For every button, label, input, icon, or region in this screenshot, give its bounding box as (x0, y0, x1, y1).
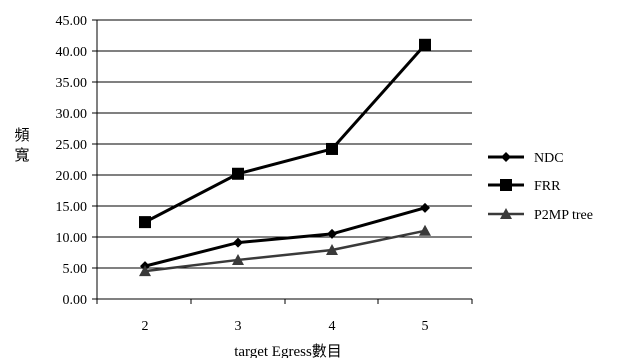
y-axis-ticks: 0.00 5.00 10.00 15.00 20.00 25.00 30.00 35.00 40… (56, 14, 97, 308)
data-point-p2mp-tree (419, 224, 431, 236)
data-point-ndc (327, 228, 337, 239)
x-tick-label: 5 (422, 319, 429, 334)
x-axis-ticks: 2 3 4 5 (96, 299, 473, 334)
data-point-p2mp-tree (139, 265, 151, 277)
y-tick-label: 30.00 (56, 107, 88, 122)
data-point-frr (139, 216, 151, 229)
y-tick-label: 25.00 (56, 138, 88, 153)
series-line-ndc (144, 206, 426, 268)
legend-item-p2mp-tree: P2MP tree (488, 208, 593, 223)
y-tick-label: 20.00 (56, 169, 88, 184)
legend-item-ndc: NDC (488, 151, 564, 166)
y-axis-title-char: 寬 (14, 146, 29, 164)
y-tick-label: 35.00 (56, 76, 88, 91)
x-tick-label: 3 (235, 319, 242, 334)
data-point-ndc (420, 202, 430, 213)
data-point-frr (232, 167, 244, 180)
legend-label-frr: FRR (534, 179, 561, 194)
y-axis-title: 頻寬 (14, 127, 29, 164)
x-axis-title: target Egress數目 (234, 343, 342, 358)
legend-item-frr: FRR (488, 179, 561, 194)
y-tick-label: 40.00 (56, 45, 88, 60)
series-frr (139, 38, 431, 229)
gridlines (97, 19, 472, 269)
legend: NDC FRR P2MP tree (488, 151, 593, 223)
x-tick-label: 2 (142, 319, 149, 334)
legend-marker (500, 179, 512, 191)
data-point-p2mp-tree (232, 253, 244, 265)
data-point-p2mp-tree (326, 244, 338, 256)
series-group (139, 38, 431, 277)
y-tick-label: 45.00 (56, 14, 88, 29)
data-point-ndc (233, 237, 243, 248)
data-point-frr (419, 38, 431, 51)
series-ndc (140, 202, 430, 272)
legend-label-p2mp-tree: P2MP tree (534, 208, 593, 223)
legend-marker (500, 208, 512, 219)
y-tick-label: 10.00 (56, 231, 88, 246)
y-tick-label: 15.00 (56, 200, 88, 215)
y-axis-title-char: 頻 (14, 127, 29, 144)
legend-marker (501, 152, 511, 162)
y-tick-label: 5.00 (63, 262, 88, 277)
data-point-frr (326, 142, 338, 155)
legend-label-ndc: NDC (534, 151, 564, 166)
x-tick-label: 4 (329, 319, 336, 334)
series-p2mp-tree (139, 224, 431, 277)
series-line-p2mp-tree (144, 229, 426, 273)
axes (96, 20, 472, 300)
y-tick-label: 0.00 (63, 293, 88, 308)
series-line-frr (144, 43, 427, 224)
